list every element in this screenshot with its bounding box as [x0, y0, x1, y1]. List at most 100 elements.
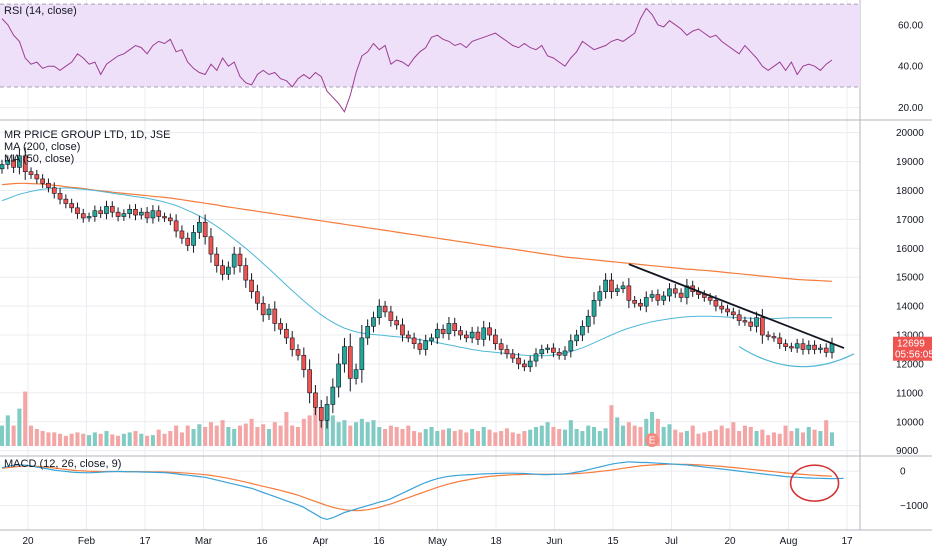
volume-bar: [423, 429, 428, 446]
volume-bar: [278, 425, 283, 446]
volume-bar: [11, 425, 16, 446]
downtrend-line: [628, 263, 845, 349]
candle-body: [603, 279, 608, 292]
rsi-legend: RSI (14, close): [4, 5, 77, 17]
candlestick: [249, 273, 254, 299]
volume-bar: [23, 391, 28, 446]
candle-body: [144, 211, 150, 219]
candlestick: [818, 344, 823, 354]
candlestick: [167, 213, 173, 226]
candlestick: [179, 225, 185, 244]
candlestick: [632, 296, 637, 308]
candle-body: [545, 347, 550, 350]
time-axis[interactable]: 20 Feb 17 Mar 16 Apr 16 May 18 Jun 15 Jul 20 Aug 17: [22, 536, 853, 547]
volume-bar: [185, 425, 190, 446]
price-axis[interactable]: 60.00 40.00 20.00 20000 19000 18000 17000 16000…: [896, 20, 929, 512]
candlestick: [823, 343, 829, 358]
volume-bar: [597, 431, 602, 446]
candle-body: [272, 308, 278, 324]
candlestick: [115, 207, 121, 222]
candlestick: [347, 333, 353, 392]
candlestick: [318, 399, 324, 428]
candle-body: [504, 349, 510, 355]
candlestick: [516, 352, 521, 370]
time-axis-label: 17: [139, 536, 151, 547]
price-axis-label: 18000: [896, 186, 924, 197]
candle-body: [17, 155, 22, 168]
volume-bar: [789, 431, 794, 446]
candle-body: [179, 230, 185, 239]
candle-body: [510, 353, 516, 359]
volume-bar: [313, 405, 318, 446]
volume-bar: [435, 431, 440, 446]
candlestick: [34, 169, 40, 184]
volume-bar: [46, 432, 51, 446]
volume-bar: [377, 426, 382, 446]
candle-body: [347, 346, 353, 379]
time-axis-label: 17: [841, 536, 853, 547]
candle-body: [481, 327, 487, 340]
candle-body: [562, 350, 568, 356]
volume-bar: [487, 429, 492, 446]
volume-bar: [539, 425, 544, 446]
ma50-legend: MA (50, close): [4, 153, 74, 165]
macd-line: [1, 461, 844, 521]
candle-body: [516, 357, 521, 365]
volume-bar: [562, 429, 568, 446]
time-axis-label: Jul: [665, 536, 678, 547]
candlestick: [266, 303, 272, 320]
candle-body: [28, 171, 34, 175]
candle-body: [632, 300, 637, 304]
candlestick: [138, 207, 144, 220]
time-axis-label: May: [428, 536, 447, 547]
candlestick: [748, 317, 754, 332]
candlestick: [371, 311, 376, 333]
candlestick: [429, 333, 434, 346]
earnings-marker-label: E: [649, 436, 656, 447]
candle-body: [353, 369, 359, 379]
volume-bar: [168, 431, 173, 446]
volume-bar: [237, 425, 243, 446]
ma50-series: [1, 187, 832, 357]
candlestick: [440, 324, 446, 339]
candle-body: [266, 308, 272, 316]
volume-bar: [818, 431, 823, 446]
candle-body: [278, 323, 283, 330]
candle-body: [243, 265, 249, 281]
earnings-marker[interactable]: E: [645, 433, 660, 447]
volume-bar: [208, 422, 213, 446]
candlestick: [783, 339, 788, 351]
candlestick: [394, 315, 400, 330]
candlestick: [742, 316, 748, 326]
candle-body: [725, 308, 730, 313]
volume-bar: [394, 426, 399, 446]
candle-body: [434, 328, 440, 339]
symbol-legend: MR PRICE GROUP LTD, 1D, JSE: [4, 129, 170, 141]
volume-bar: [266, 429, 272, 446]
candle-body: [127, 208, 133, 214]
time-axis-label: 15: [607, 536, 619, 547]
candle-body: [284, 328, 289, 339]
volume-bar: [829, 432, 835, 446]
volume-bar: [806, 426, 811, 446]
volume-bar: [568, 420, 573, 446]
volume-bar: [330, 415, 335, 446]
candlestick: [208, 228, 214, 263]
candlestick: [301, 347, 307, 378]
candle-body: [667, 288, 672, 297]
candle-body: [237, 253, 243, 266]
price-axis-label: 10000: [896, 417, 924, 428]
candle-body: [69, 203, 74, 209]
candle-body: [11, 159, 16, 168]
volume-bar: [290, 425, 295, 446]
candle-body: [423, 340, 429, 350]
candle-body: [313, 392, 318, 408]
ma200-series: [1, 182, 833, 282]
candlestick: [510, 349, 516, 363]
candle-body: [249, 279, 254, 292]
volume-bar: [533, 426, 539, 446]
candle-body: [133, 208, 138, 216]
candle-body: [591, 300, 597, 317]
